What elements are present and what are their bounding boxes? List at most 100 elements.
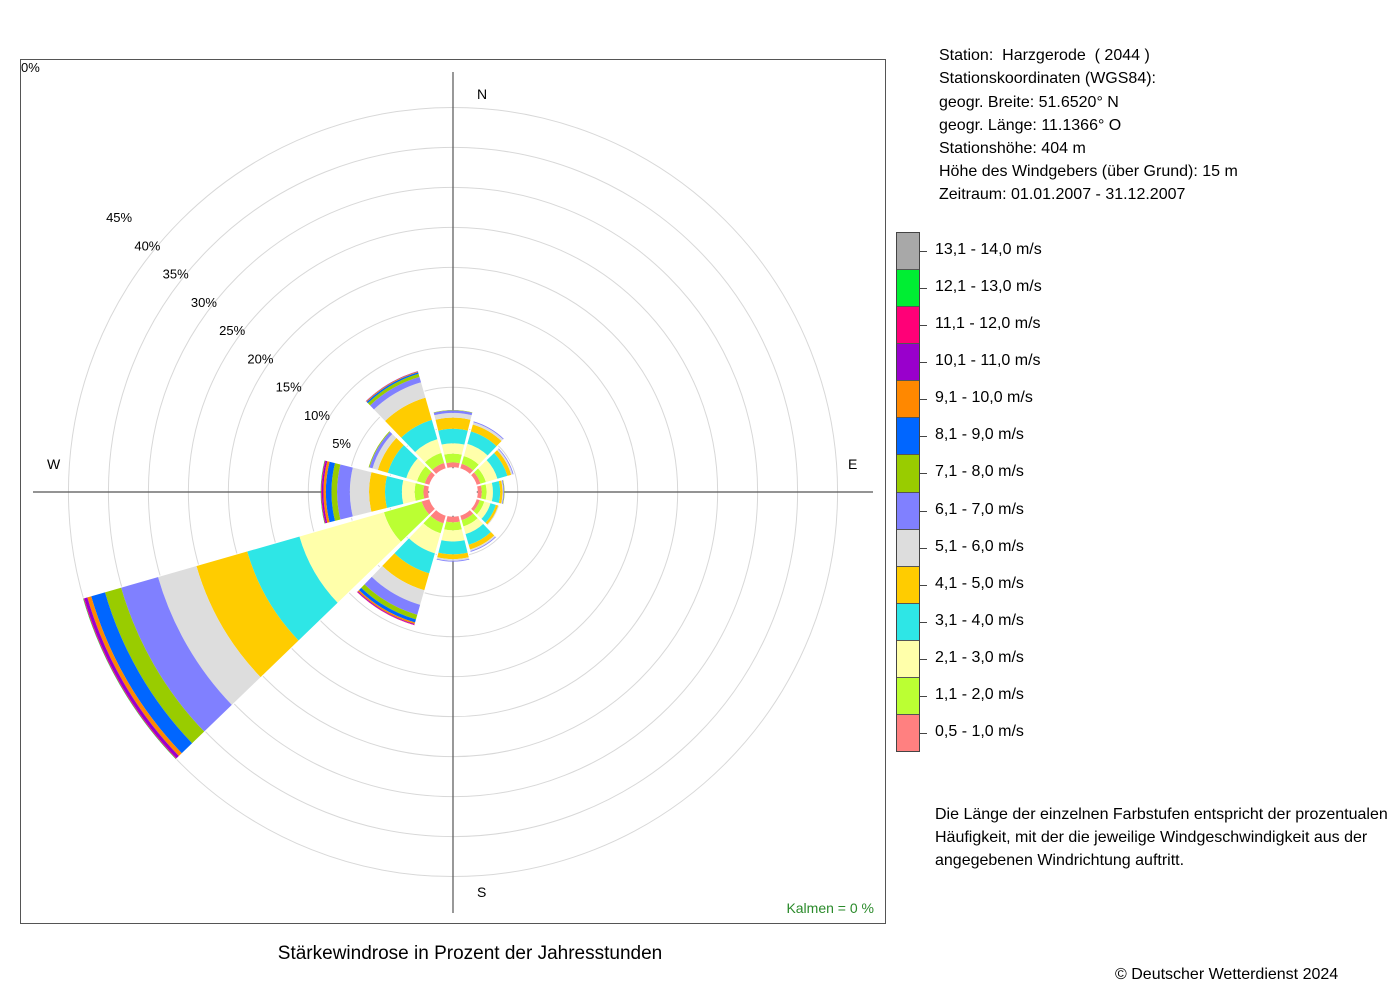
wedge-separator [365, 401, 437, 475]
wedge-segment [91, 591, 193, 754]
legend-tick [920, 733, 927, 735]
wedge-segment [435, 417, 471, 431]
copyright: © Deutscher Wetterdienst 2024 [1115, 966, 1339, 983]
wedge-segment [157, 565, 261, 706]
wedge-segment [414, 438, 442, 463]
station-elevation: Stationshöhe: 404 m [939, 140, 1086, 157]
wedge-segment [377, 437, 405, 474]
explanation-note: Die Länge der einzelnen Farbstufen entsp… [935, 806, 1388, 869]
legend-tick [920, 584, 927, 586]
wedge-separator [324, 497, 430, 525]
wedge-separator [476, 498, 500, 506]
wedge-segment [369, 376, 422, 410]
legend-label: 3,1 - 4,0 m/s [935, 612, 1024, 629]
wedge-segment [465, 523, 492, 546]
wedge-separator [368, 467, 430, 486]
legend-swatch [897, 418, 919, 456]
wedge-segment [502, 479, 505, 505]
wedge-segment [486, 505, 500, 526]
station-latitude: geogr. Breite: 51.6520° N [939, 94, 1119, 111]
wedge-segment [364, 576, 421, 615]
wedge-segment [441, 443, 465, 455]
wedge-segment [406, 458, 426, 482]
legend-swatch [897, 677, 919, 716]
legend-swatch [897, 566, 919, 604]
radial-tick-label: 40% [134, 238, 160, 253]
legend-label: 7,1 - 8,0 m/s [935, 463, 1024, 481]
wedge-segment [501, 479, 504, 505]
legend-tick [920, 696, 927, 698]
wedge-segment [383, 501, 430, 542]
wedge-segment [470, 472, 481, 486]
wedge-segment [459, 509, 474, 521]
sensor-height: Höhe des Windgebers (über Grund): 15 m [939, 163, 1238, 180]
wedge-segment [424, 452, 445, 471]
wedge-segment [369, 471, 388, 513]
legend-label: 4,1 - 5,0 m/s [935, 574, 1024, 592]
wedge-segment [437, 540, 469, 555]
legend-swatch [897, 715, 919, 752]
wedge-segment [387, 444, 418, 479]
wedge-separator [175, 508, 436, 760]
wedge-segment [497, 448, 514, 475]
wedge-segment [408, 523, 442, 554]
wedge-separator [459, 515, 471, 553]
wedge-segment [104, 587, 205, 744]
wedge-segment [461, 455, 480, 471]
wedge-segment [445, 462, 461, 468]
wedge-segment [433, 410, 473, 413]
wedge-segment [325, 461, 336, 523]
legend-swatch [897, 381, 919, 419]
wedge-segment [416, 465, 432, 484]
radial-tick-label: 10% [304, 408, 330, 423]
wedge-segment [436, 557, 470, 561]
wedge-segment [466, 431, 497, 456]
wedge-separator [356, 509, 437, 593]
wedge-segment [473, 499, 485, 515]
direction-label-e: E [848, 456, 857, 472]
radial-tick-label: 5% [332, 436, 351, 451]
wedge-segment [414, 482, 425, 502]
legend-swatch [897, 344, 919, 382]
wedge-separator [324, 459, 430, 487]
wedge-segment [247, 536, 338, 641]
legend-label: 2,1 - 3,0 m/s [935, 649, 1024, 667]
wedge-segment [337, 463, 353, 521]
legend-tick [920, 324, 927, 326]
wedge-segment [321, 460, 326, 524]
wedge-segment [385, 475, 404, 509]
wedge-segment [491, 480, 501, 504]
wedge-segment [381, 552, 430, 591]
wedge-segment [423, 515, 444, 534]
legend-tick [920, 659, 927, 661]
wedge-segment [486, 452, 508, 480]
wedge-segment [196, 551, 299, 678]
wedge-separator [469, 509, 497, 538]
station-name: Station: Harzgerode ( 2044 ) [939, 47, 1150, 64]
wedge-segment [463, 443, 488, 465]
wedge-segment [443, 521, 463, 531]
legend-label: 10,1 - 11,0 m/s [935, 352, 1041, 369]
wedge-separator [432, 412, 448, 469]
wedge-segment [431, 462, 447, 475]
direction-label-s: S [477, 884, 486, 900]
wedge-segment [437, 428, 469, 445]
legend-label: 12,1 - 13,0 m/s [935, 277, 1042, 295]
legend-tick [920, 436, 927, 438]
radial-tick-label: 15% [276, 380, 302, 395]
wedge-separator [470, 508, 488, 526]
wedge-segment [424, 471, 436, 486]
wedge-separator [458, 515, 471, 560]
wedge-segment [366, 372, 420, 404]
legend-swatch [897, 640, 919, 678]
legend-label: 6,1 - 7,0 m/s [935, 500, 1024, 518]
wedge-segment [443, 453, 463, 464]
legend-swatch [897, 455, 919, 493]
wedge-separator [476, 497, 504, 505]
wedge-segment [480, 483, 487, 501]
wedge-segment [498, 480, 503, 504]
wedge-segment [321, 460, 328, 524]
chart-title: Stärkewindrose in Prozent der Jahresstun… [277, 943, 663, 964]
wedge-separator [389, 430, 436, 476]
wedge-segment [462, 517, 484, 535]
